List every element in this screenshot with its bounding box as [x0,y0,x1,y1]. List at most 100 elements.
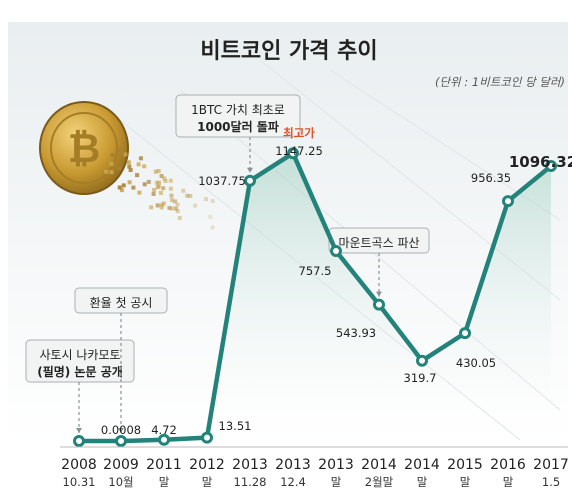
coin-bit [131,185,136,190]
annotation-text: 1BTC 가치 최초로 [191,103,285,117]
value-label: 757.5 [299,264,332,278]
coin-bit [157,180,161,185]
x-tick-year: 2009 [103,457,139,473]
coin-bit [175,202,180,207]
annotations: 사토시 나카모토 (필명) 논문 공개 환율 첫 공시 1BTC 가치 최초로 1000… [25,94,430,433]
x-tick-sub: 1.5 [542,475,560,489]
coin-bit [153,169,158,174]
x-tick-sub: 말 [202,475,213,489]
coin-bit [181,188,186,193]
coin-bit [155,185,160,190]
coin-bit [162,176,167,181]
x-tick-year: 2008 [61,457,97,473]
coin-bit [126,160,131,165]
value-label: 1096.32 [509,153,572,171]
coin-bit [109,161,114,166]
coin-bit [210,225,215,230]
coin-bit [117,147,122,152]
price-line [76,150,554,444]
value-labels: 0.0008 4.72 13.51 1037.75 1147.25 757.5 543.93… [101,126,572,437]
data-point [502,195,514,208]
annotation-box [25,339,135,383]
annotation-arrowhead [376,291,382,297]
coin-bit [158,190,163,195]
coin-bit [110,153,115,158]
coin-bit [154,180,159,185]
data-point [373,298,385,311]
coin-bit [146,179,151,184]
coin-bit [193,203,198,208]
coin-bit [137,190,142,195]
data-point [158,433,170,446]
coin-bit [168,178,173,183]
data-point [201,431,213,444]
coin-bit [138,156,143,161]
coin-bit [167,206,172,210]
x-tick-sub: 말 [159,475,170,489]
coin-bit [169,193,174,198]
data-point [459,327,471,340]
coin-dissolving-bits [104,147,215,230]
x-tick-year: 2017 [533,457,569,473]
annotation-arrowhead [118,427,124,433]
chart-title: 비트코인 가격 추이 [200,39,377,64]
coin-bit [208,214,213,219]
value-label: 543.93 [336,326,376,340]
value-label: 430.05 [456,356,496,370]
coin-bit [188,194,193,198]
x-tick-sub: 2월말 [365,475,394,489]
x-tick-sub: 10월 [108,475,133,489]
coin-bit [173,199,178,204]
coin-bit [159,205,164,210]
coin-bit [121,183,126,188]
coin-bit [142,182,147,187]
data-point [416,354,428,367]
svg-text:₿: ₿ [68,126,101,172]
x-tick-year: 2016 [490,457,526,473]
x-tick-sub: 10.31 [63,475,96,489]
coin-bit [109,170,114,175]
coin-bit [210,199,215,203]
annotation-arrowhead [247,167,253,173]
x-tick-year: 2013 [232,457,268,473]
x-axis-ticks: 2008 10.31 2009 10월 2011 말 2012 말 2013 11.28 2013 1… [61,457,569,489]
coin-bit [161,186,166,191]
coin-bit [204,197,208,201]
value-label: 1037.75 [198,174,246,188]
annotation-callout: 사토시 나카모토 (필명) 논문 공개 [25,339,135,433]
annotation-text: 사토시 나카모토 [39,348,120,362]
annotation-callout: 환율 첫 공시 [74,287,168,433]
x-tick-sub: 말 [417,475,428,489]
x-tick-year: 2013 [318,457,354,473]
annotation-callout: 마운트곡스 파산 [328,227,430,297]
coin-bit [119,188,124,193]
coin-bit [136,162,141,167]
area-fill [79,153,551,441]
value-label: 13.51 [219,419,252,433]
coin-bit [117,185,122,190]
annotation-arrowhead [76,428,82,433]
x-tick-sub: 말 [503,475,514,489]
series-line [76,150,554,444]
coin-bit [161,201,166,206]
coin-bit [170,206,175,211]
annotation-text: 환율 첫 공시 [90,296,153,310]
coin-bit [155,203,160,208]
coin-bit [168,186,173,191]
data-point [287,147,299,160]
peak-label: 최고가 [283,126,315,140]
value-label: 0.0008 [101,423,141,437]
data-point [115,435,127,447]
x-tick-year: 2013 [275,457,311,473]
coin-bit [151,192,156,196]
coin-bit [175,209,180,214]
x-tick-sub: 말 [460,475,471,489]
unit-note: (단위 : 1비트코인 당 달러) [435,75,565,89]
data-point [545,160,557,172]
coin-bit [159,174,164,178]
value-label: 1147.25 [275,144,323,158]
coin-bit [135,173,140,178]
area-path [79,153,551,441]
